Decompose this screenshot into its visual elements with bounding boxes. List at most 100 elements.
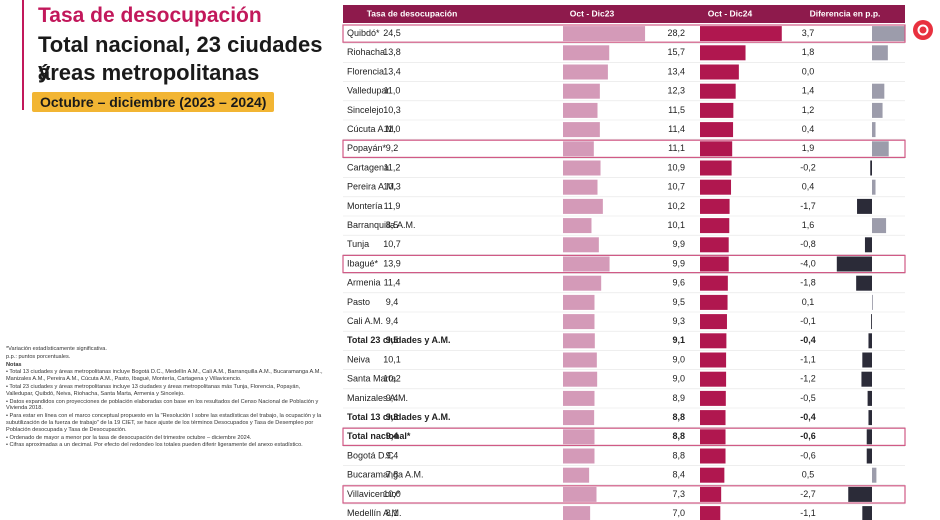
row-name: Cúcuta A.M. <box>347 124 396 134</box>
value-2024: 10,7 <box>667 182 685 192</box>
column-header: Tasa de desocupación <box>367 8 458 18</box>
bar-2024 <box>700 141 733 157</box>
bar-2023 <box>563 102 598 118</box>
bar-2024 <box>700 486 722 502</box>
bar-2024 <box>700 294 728 310</box>
bar-diff <box>867 390 872 406</box>
bar-2023 <box>563 64 608 80</box>
row-name: Neiva <box>347 354 370 364</box>
value-2024: 8,8 <box>672 450 685 460</box>
row-name: Montería <box>347 201 383 211</box>
row-name: Pasto <box>347 297 370 307</box>
period-badge: Octubre – diciembre (2023 – 2024) <box>32 92 275 112</box>
row-name: Sincelejo <box>347 105 384 115</box>
bar-2023 <box>563 410 595 426</box>
bar-diff <box>868 410 872 426</box>
value-diff: -0,1 <box>800 316 816 326</box>
value-2024: 12,3 <box>667 86 685 96</box>
bar-2023 <box>563 160 601 176</box>
row-name: Riohacha <box>347 47 385 57</box>
bar-2023 <box>563 141 594 157</box>
bar-2024 <box>700 160 732 176</box>
bar-diff <box>872 122 876 138</box>
value-2024: 8,9 <box>672 393 685 403</box>
row-name: Pereira A.M. <box>347 182 397 192</box>
value-diff: 0,4 <box>802 124 815 134</box>
value-2023: 24,5 <box>383 28 401 38</box>
bar-2024 <box>700 102 734 118</box>
bar-diff <box>871 314 872 330</box>
bar-2024 <box>700 410 726 426</box>
value-diff: 0,5 <box>802 470 815 480</box>
value-2023: 9,4 <box>386 297 399 307</box>
bar-diff <box>872 141 889 157</box>
value-2023: 9,4 <box>386 431 399 441</box>
row-name: Ibagué* <box>347 258 379 268</box>
value-diff: -0,4 <box>800 335 816 345</box>
bar-diff <box>862 352 872 368</box>
value-2023: 7,8 <box>386 470 399 480</box>
value-2023: 9,3 <box>386 412 399 422</box>
bar-2024 <box>700 45 746 61</box>
bar-2023 <box>563 506 591 520</box>
note: • Ordenado de mayor a menor por la tasa … <box>6 434 252 441</box>
value-2023: 10,2 <box>383 374 401 384</box>
value-diff: 0,4 <box>802 182 815 192</box>
value-2024: 15,7 <box>667 47 685 57</box>
row-name: Total nacional* <box>347 431 411 441</box>
bar-2024 <box>700 352 727 368</box>
bar-2023 <box>563 275 602 291</box>
title: áreas metropolitanas <box>38 60 260 85</box>
bar-diff <box>848 486 872 502</box>
column-header: Oct - Dic23 <box>570 8 615 18</box>
bar-2023 <box>563 314 595 330</box>
note: • Cifras aproximadas a un decimal. Por e… <box>6 442 303 449</box>
row-name: Cali A.M. <box>347 316 383 326</box>
value-2023: 8,5 <box>386 220 399 230</box>
value-2024: 9,5 <box>672 297 685 307</box>
value-diff: -4,0 <box>800 258 816 268</box>
bar-diff <box>872 26 905 42</box>
bar-diff <box>872 45 888 61</box>
row-name: Total 23 ciudades y A.M. <box>347 335 451 345</box>
value-2023: 10,0 <box>383 489 401 499</box>
row-name: Quibdó* <box>347 28 380 38</box>
value-2023: 11,2 <box>384 162 401 172</box>
value-2024: 9,3 <box>672 316 685 326</box>
highlight-box <box>342 427 906 447</box>
logo-mark <box>917 24 929 36</box>
value-diff: -1,1 <box>800 354 816 364</box>
note: • Total 13 ciudades y áreas metropolitan… <box>6 369 323 383</box>
bar-2024 <box>700 371 727 387</box>
bar-2024 <box>700 122 734 138</box>
value-2024: 9,6 <box>672 278 685 288</box>
value-diff: -0,5 <box>800 393 816 403</box>
bar-diff <box>870 160 872 176</box>
bar-2024 <box>700 467 725 483</box>
value-2024: 9,0 <box>672 374 685 384</box>
highlight-box <box>342 254 906 274</box>
value-2023: 11,0 <box>384 86 401 96</box>
value-diff: 1,9 <box>802 143 815 153</box>
value-2024: 8,4 <box>672 470 685 480</box>
row-name: Tunja <box>347 239 369 249</box>
value-2023: 9,2 <box>386 143 399 153</box>
row-name: Medellín A.M. <box>347 508 402 518</box>
bar-2024 <box>700 83 736 99</box>
value-diff: 0,0 <box>802 66 815 76</box>
bar-2023 <box>563 352 597 368</box>
bar-2023 <box>563 218 592 234</box>
value-diff: 1,2 <box>802 105 815 115</box>
value-2024: 9,0 <box>672 354 685 364</box>
bar-2023 <box>563 448 595 464</box>
bar-diff <box>866 448 872 464</box>
bar-2024 <box>700 237 729 253</box>
bar-diff <box>862 506 872 520</box>
column-header: Diferencia en p.p. <box>810 8 881 18</box>
bar-diff <box>872 83 885 99</box>
value-2024: 9,1 <box>672 335 685 345</box>
value-diff: -0,4 <box>800 412 816 422</box>
value-2023: 9,5 <box>386 335 399 345</box>
bar-2024 <box>700 506 721 520</box>
